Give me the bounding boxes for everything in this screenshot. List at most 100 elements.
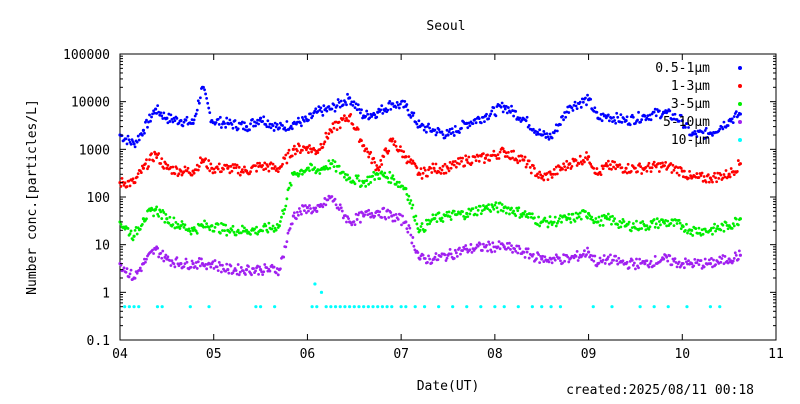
data-point	[639, 221, 643, 225]
data-point	[219, 126, 223, 129]
data-point	[722, 120, 726, 124]
data-point	[140, 262, 144, 266]
data-point	[546, 135, 550, 139]
data-point	[663, 164, 666, 168]
data-point	[420, 177, 424, 180]
data-point	[635, 219, 638, 223]
data-point	[578, 100, 582, 104]
data-point	[373, 113, 377, 117]
data-point	[290, 222, 294, 226]
data-point	[707, 229, 711, 233]
data-point	[459, 156, 462, 160]
data-point	[203, 219, 206, 223]
data-point	[321, 167, 325, 171]
data-point	[537, 176, 540, 179]
data-point	[503, 205, 507, 209]
data-point	[655, 217, 659, 221]
data-point	[211, 171, 215, 175]
data-point	[689, 133, 693, 137]
data-point	[256, 232, 259, 236]
data-point	[236, 127, 240, 131]
data-point	[172, 262, 176, 266]
data-point	[389, 181, 393, 185]
data-point	[599, 173, 603, 176]
data-point	[125, 267, 129, 270]
data-point	[305, 205, 310, 210]
data-point	[406, 198, 410, 202]
data-point	[474, 246, 478, 250]
data-point	[244, 267, 249, 272]
data-point	[498, 247, 502, 251]
data-point	[291, 214, 295, 218]
data-point	[522, 158, 526, 162]
data-point	[563, 165, 567, 169]
data-point	[416, 125, 420, 129]
data-point	[597, 261, 601, 265]
data-point	[558, 256, 561, 260]
data-point	[486, 207, 489, 211]
data-point	[256, 161, 259, 165]
data-point	[554, 224, 558, 228]
data-point	[585, 253, 588, 257]
data-point	[143, 131, 146, 135]
data-point	[314, 107, 318, 111]
data-point	[731, 170, 735, 173]
data-point	[205, 267, 209, 271]
data-point	[412, 244, 416, 248]
data-point	[463, 247, 467, 251]
data-point	[397, 106, 401, 110]
data-point	[623, 120, 627, 123]
data-point	[301, 172, 304, 176]
data-point	[423, 257, 427, 260]
data-point	[566, 216, 570, 220]
data-point	[688, 169, 691, 173]
data-point	[221, 263, 224, 267]
data-point	[654, 114, 658, 118]
data-point	[567, 260, 571, 264]
data-point	[366, 305, 370, 309]
data-point	[326, 198, 330, 202]
data-point	[258, 305, 263, 309]
data-point	[548, 215, 552, 219]
data-point	[711, 133, 714, 137]
data-point	[434, 162, 438, 166]
data-point	[466, 215, 470, 219]
data-point	[403, 155, 407, 159]
data-point	[396, 103, 400, 107]
data-point	[182, 120, 186, 124]
data-point	[649, 170, 653, 174]
data-point	[644, 228, 648, 232]
data-point	[403, 100, 407, 103]
data-point	[406, 230, 410, 234]
data-point	[479, 212, 483, 216]
data-point	[338, 105, 342, 109]
data-point	[258, 267, 263, 272]
data-point	[406, 108, 410, 112]
data-point	[492, 207, 496, 211]
data-point	[218, 263, 222, 267]
data-point	[647, 227, 651, 231]
data-point	[131, 238, 135, 242]
data-point	[556, 219, 560, 223]
data-point	[566, 105, 570, 109]
y-tick-label: 100000	[63, 48, 110, 63]
data-point	[261, 164, 265, 167]
data-point	[536, 172, 539, 176]
data-point	[237, 165, 241, 169]
data-point	[169, 113, 173, 117]
data-point	[216, 222, 220, 226]
data-point	[256, 118, 259, 122]
data-point	[703, 129, 707, 132]
data-point	[536, 223, 539, 226]
data-point	[122, 183, 126, 187]
data-point	[334, 169, 338, 173]
data-point	[559, 123, 562, 127]
legend-marker	[738, 120, 742, 124]
data-point	[518, 116, 522, 120]
data-point	[732, 257, 736, 260]
data-point	[262, 270, 266, 274]
data-point	[125, 142, 129, 146]
data-point	[681, 262, 685, 265]
data-point	[229, 164, 233, 168]
data-point	[677, 260, 681, 264]
